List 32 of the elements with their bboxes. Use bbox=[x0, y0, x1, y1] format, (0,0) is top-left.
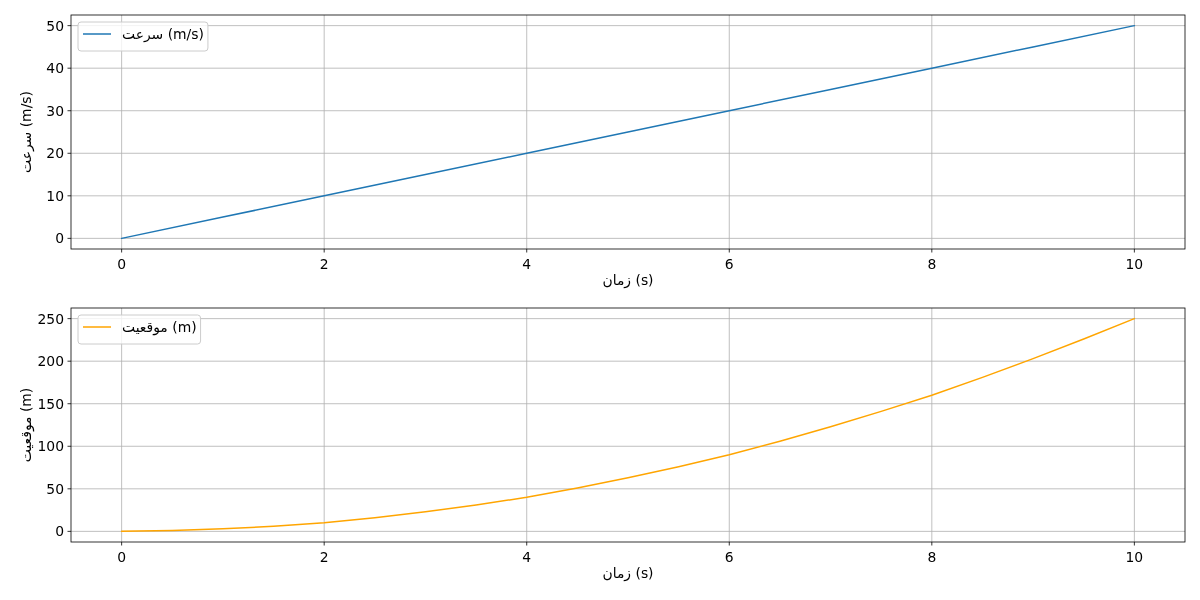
y-tick-label: 30 bbox=[46, 102, 64, 119]
legend-label: سرعت (m/s) bbox=[122, 25, 204, 43]
line-series bbox=[120, 24, 1136, 240]
x-tick-label: 2 bbox=[319, 548, 329, 565]
y-tick-label: 150 bbox=[37, 395, 64, 412]
legend-label: موقعیت (m) bbox=[122, 318, 197, 336]
x-tick-label: 6 bbox=[724, 548, 734, 565]
x-axis-title: زمان (s) bbox=[602, 565, 654, 582]
x-tick-label: 8 bbox=[927, 548, 937, 565]
line-series bbox=[120, 317, 1136, 533]
x-tick-label: 8 bbox=[927, 255, 937, 272]
y-tick-label: 20 bbox=[46, 145, 64, 162]
x-tick-label: 6 bbox=[724, 255, 734, 272]
x-tick-label: 10 bbox=[1125, 548, 1144, 565]
y-tick-label: 250 bbox=[37, 310, 64, 327]
x-tick-label: 4 bbox=[522, 548, 532, 565]
y-tick-label: 100 bbox=[37, 438, 64, 455]
x-axis-title: زمان (s) bbox=[602, 272, 654, 289]
y-tick-label: 50 bbox=[46, 480, 64, 497]
x-tick-label: 10 bbox=[1125, 255, 1144, 272]
y-axis-title: سرعت (m/s) bbox=[18, 91, 35, 173]
y-tick-label: 40 bbox=[46, 60, 64, 77]
y-tick-label: 50 bbox=[46, 17, 64, 34]
x-tick-label: 0 bbox=[117, 255, 127, 272]
y-axis-title: موقعیت (m) bbox=[18, 387, 35, 463]
y-tick-label: 0 bbox=[55, 523, 64, 540]
y-tick-label: 200 bbox=[37, 353, 64, 370]
x-tick-label: 2 bbox=[319, 255, 329, 272]
x-tick-label: 0 bbox=[117, 548, 127, 565]
y-tick-label: 0 bbox=[55, 230, 64, 247]
x-tick-label: 4 bbox=[522, 255, 532, 272]
y-tick-label: 10 bbox=[46, 187, 64, 204]
